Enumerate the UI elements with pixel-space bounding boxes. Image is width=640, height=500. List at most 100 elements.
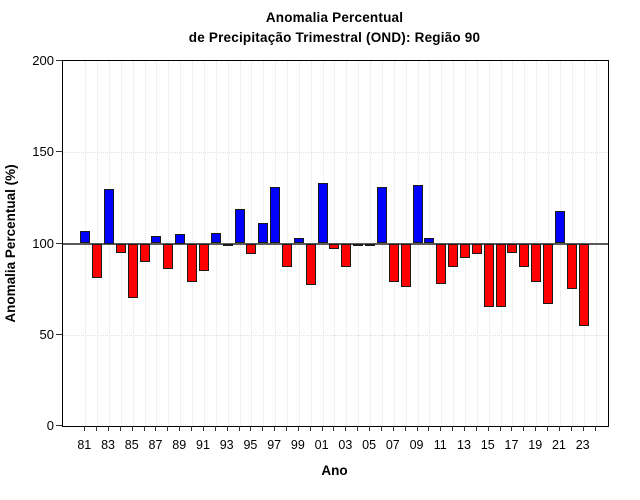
x-axis-tick xyxy=(345,426,347,431)
bar-21 xyxy=(554,210,565,244)
x-axis-tick xyxy=(262,426,264,431)
x-axis-tick-label: 15 xyxy=(480,438,495,452)
x-axis-tick xyxy=(582,426,584,431)
x-axis-tick xyxy=(535,426,537,431)
x-axis-tick xyxy=(179,426,181,431)
x-axis-tick xyxy=(143,426,145,431)
x-axis-tick xyxy=(333,426,335,431)
x-axis-tick-label: 81 xyxy=(77,438,92,452)
x-axis-tick xyxy=(452,426,454,431)
y-axis-tick-label: 50 xyxy=(39,326,54,342)
bar-91 xyxy=(198,243,209,271)
bar-13 xyxy=(460,243,470,259)
bar-20 xyxy=(543,243,554,304)
bar-15 xyxy=(483,243,494,308)
bar-17 xyxy=(507,243,518,253)
y-axis-tick xyxy=(56,242,62,244)
x-axis-tick xyxy=(570,426,572,431)
x-axis-tick xyxy=(202,426,204,431)
y-axis-tick xyxy=(56,60,62,61)
bar-22 xyxy=(566,243,577,290)
x-axis-tick xyxy=(487,426,489,431)
x-axis-tick xyxy=(547,426,549,431)
y-axis-tick-label: 0 xyxy=(46,418,54,433)
x-axis-tick-label: 87 xyxy=(148,438,163,452)
x-axis-tick xyxy=(464,426,465,431)
x-axis-tick xyxy=(119,426,121,431)
chart-title-line2: de Precipitação Trimestral (OND): Região… xyxy=(188,30,481,45)
x-axis-tick-label: 93 xyxy=(219,438,234,452)
x-axis-tick-label: 03 xyxy=(338,438,353,452)
x-axis-tick-label: 21 xyxy=(551,438,566,452)
bar-85 xyxy=(127,243,138,299)
x-axis-tick xyxy=(511,426,513,431)
bar-89 xyxy=(175,234,186,244)
x-axis-tick xyxy=(274,426,276,431)
x-axis-tick xyxy=(392,426,394,431)
bar-16 xyxy=(495,243,506,308)
bar-96 xyxy=(258,223,269,244)
x-axis-tick xyxy=(309,426,311,431)
y-axis-tick-label: 200 xyxy=(32,53,54,68)
x-axis-tick-label: 09 xyxy=(409,438,424,452)
x-axis-tick xyxy=(286,426,288,431)
x-axis-tick-label: 91 xyxy=(196,438,210,452)
bar-06 xyxy=(376,186,387,244)
bar-07 xyxy=(388,243,399,282)
x-axis-tick xyxy=(594,426,596,431)
plot-area xyxy=(62,60,609,427)
x-axis-tick xyxy=(191,426,193,431)
x-axis-tick xyxy=(523,426,525,431)
x-axis-tick xyxy=(84,426,86,431)
x-axis-tick xyxy=(321,426,323,431)
y-axis-tick xyxy=(56,151,62,153)
bar-97 xyxy=(270,186,281,244)
x-axis-tick xyxy=(475,426,477,431)
x-axis-tick-label: 99 xyxy=(290,438,305,452)
bar-95 xyxy=(246,243,257,255)
x-axis-tick-label: 85 xyxy=(124,438,139,452)
bar-84 xyxy=(115,243,126,253)
x-axis-tick-label: 17 xyxy=(504,438,519,452)
y-axis-tick-label: 100 xyxy=(32,235,54,251)
bar-12 xyxy=(448,243,459,268)
x-axis-label: Ano xyxy=(321,463,348,478)
x-axis-tick-label: 23 xyxy=(575,438,590,452)
bar-02 xyxy=(329,243,340,249)
bar-10 xyxy=(424,238,435,244)
bar-99 xyxy=(293,238,304,244)
x-axis-tick xyxy=(499,426,501,431)
bar-88 xyxy=(163,243,174,270)
bar-00 xyxy=(305,243,316,286)
bar-09 xyxy=(412,185,423,244)
bar-90 xyxy=(187,243,198,282)
x-axis-tick-label: 89 xyxy=(172,438,187,452)
x-axis-tick xyxy=(404,426,406,431)
horizontal-gridline xyxy=(63,152,608,154)
x-axis-tick xyxy=(214,426,216,431)
bar-94 xyxy=(234,208,245,244)
x-axis-tick xyxy=(416,426,418,431)
x-axis-tick xyxy=(297,426,299,431)
bar-19 xyxy=(531,243,542,282)
x-axis-tick xyxy=(369,426,371,431)
x-axis-tick-label: 01 xyxy=(314,438,329,452)
x-axis-tick-label: 83 xyxy=(101,438,115,452)
x-axis-tick-label: 19 xyxy=(528,438,543,452)
bar-05 xyxy=(365,243,376,246)
x-axis-tick xyxy=(96,426,98,431)
x-axis-tick xyxy=(250,426,252,431)
x-axis-tick xyxy=(380,426,382,431)
x-axis-tick xyxy=(131,426,133,431)
x-axis-tick xyxy=(558,426,560,431)
y-axis-tick xyxy=(56,425,62,426)
y-axis-tick xyxy=(56,333,62,335)
bar-03 xyxy=(341,243,352,268)
bar-92 xyxy=(210,232,221,244)
horizontal-gridline xyxy=(63,334,608,336)
x-axis-tick-label: 05 xyxy=(362,438,377,452)
x-axis-tick-label: 13 xyxy=(457,438,471,452)
bar-93 xyxy=(222,243,233,246)
y-axis-tick-label: 150 xyxy=(32,144,54,160)
